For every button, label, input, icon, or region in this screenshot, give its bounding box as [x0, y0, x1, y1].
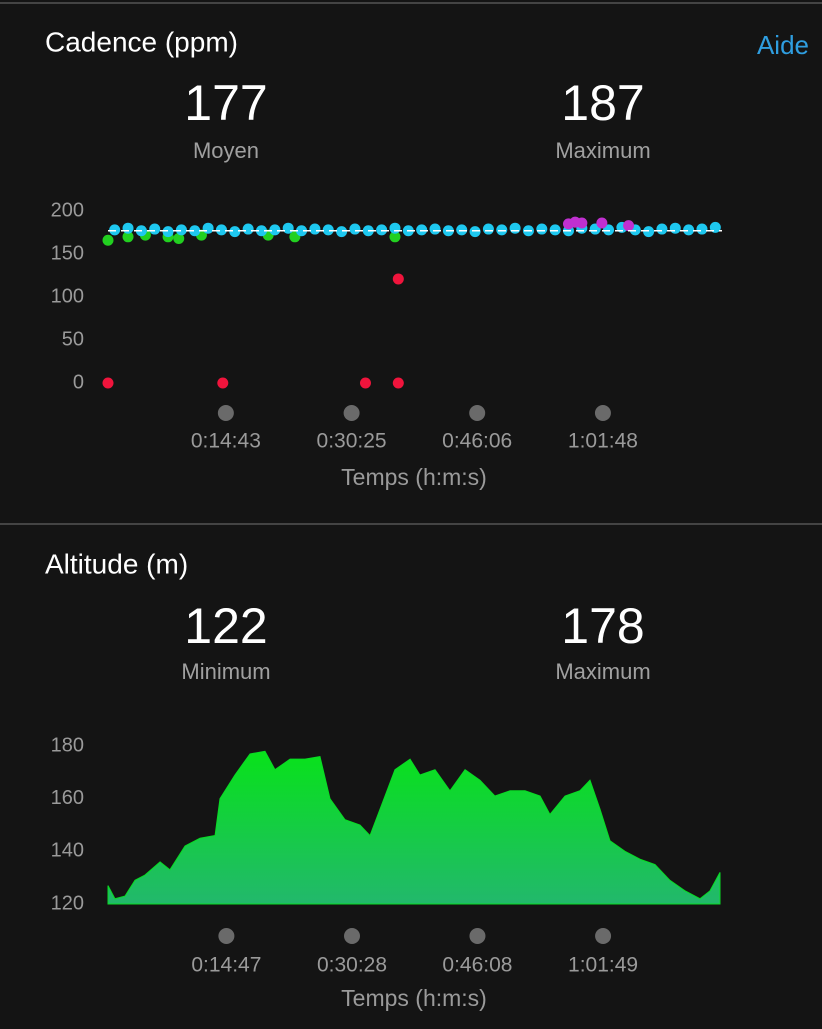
cadence-point	[269, 224, 281, 236]
cadence-point	[162, 226, 174, 238]
chart-title: Cadence (ppm)	[45, 26, 238, 57]
cadence-point	[282, 222, 294, 234]
x-axis-title: Temps (h:m:s)	[341, 464, 487, 490]
x-tick-label: 1:01:49	[568, 954, 638, 977]
cadence-point	[389, 231, 401, 243]
y-tick-label: 150	[51, 242, 84, 264]
cadence-point	[229, 226, 241, 238]
altitude-area	[107, 750, 721, 905]
cadence-point	[376, 224, 388, 236]
cadence-point	[309, 223, 321, 235]
x-tick-dot	[594, 405, 611, 421]
cadence-point	[149, 223, 161, 235]
cadence-point	[696, 223, 708, 235]
cadence-point	[683, 224, 695, 236]
stat-value: 122	[184, 598, 267, 654]
cadence-point	[189, 225, 201, 237]
x-tick-dot	[469, 928, 486, 944]
cadence-point	[256, 225, 267, 237]
cadence-point	[242, 223, 254, 235]
cadence-point	[215, 224, 227, 236]
stat-label: Moyen	[193, 138, 259, 163]
cadence-point	[217, 377, 229, 389]
cadence-point	[202, 222, 214, 234]
x-tick-label: 0:14:43	[191, 430, 261, 453]
stat-value: 177	[184, 75, 267, 131]
cadence-point	[669, 222, 681, 234]
cadence-point	[496, 224, 508, 236]
x-axis-title: Temps (h:m:s)	[341, 985, 487, 1011]
stat-value: 187	[561, 75, 644, 131]
cadence-point	[109, 224, 121, 236]
cadence-point	[175, 224, 187, 236]
cadence-point	[336, 226, 348, 238]
cadence-point	[296, 225, 308, 237]
cadence-point	[623, 220, 635, 232]
y-tick-label: 180	[51, 734, 84, 756]
cadence-point	[416, 224, 428, 236]
y-tick-label: 140	[51, 840, 84, 862]
cadence-point	[643, 226, 655, 238]
x-tick-dot	[469, 405, 486, 421]
cadence-point	[603, 224, 615, 236]
cadence-point	[102, 234, 114, 246]
cadence-point	[549, 224, 561, 236]
cadence-point	[122, 231, 134, 243]
x-tick-label: 0:46:06	[442, 430, 512, 453]
stat-label: Maximum	[555, 138, 650, 163]
chart-title: Altitude (m)	[45, 548, 188, 579]
y-tick-label: 100	[51, 285, 84, 307]
x-tick-label: 0:46:08	[442, 954, 512, 977]
x-tick-label: 1:01:48	[568, 430, 638, 453]
y-tick-label: 50	[62, 328, 84, 350]
cadence-point	[392, 377, 404, 389]
x-tick-dot	[218, 928, 235, 944]
stat-value: 178	[561, 598, 644, 654]
x-tick-label: 0:14:47	[191, 954, 261, 977]
x-tick-dot	[343, 405, 360, 421]
cadence-point	[509, 222, 521, 234]
y-tick-label: 0	[73, 371, 84, 393]
cadence-point	[173, 233, 185, 245]
cadence-point	[389, 222, 401, 234]
cadence-point	[469, 226, 481, 238]
y-tick-label: 160	[51, 787, 84, 809]
cadence-point	[392, 273, 404, 285]
stat-label: Maximum	[555, 659, 650, 684]
cadence-point	[456, 224, 468, 236]
cadence-point	[122, 222, 134, 234]
x-tick-dot	[343, 928, 360, 944]
cadence-point	[349, 223, 361, 235]
cadence-point	[482, 223, 494, 235]
cadence-point	[429, 223, 441, 235]
cadence-point	[596, 217, 608, 229]
y-tick-label: 200	[51, 199, 84, 221]
x-tick-label: 0:30:25	[317, 430, 387, 453]
cadence-point	[359, 377, 371, 389]
y-tick-label: 120	[51, 892, 84, 914]
cadence-point	[102, 377, 114, 389]
stat-label: Minimum	[181, 659, 270, 684]
cadence-point	[536, 223, 548, 235]
cadence-point	[656, 223, 668, 235]
cadence-point	[576, 217, 588, 229]
x-tick-dot	[217, 405, 234, 421]
x-tick-dot	[595, 928, 612, 944]
help-link[interactable]: Aide	[757, 30, 809, 60]
x-tick-label: 0:30:28	[317, 954, 387, 977]
cadence-point	[322, 224, 334, 236]
